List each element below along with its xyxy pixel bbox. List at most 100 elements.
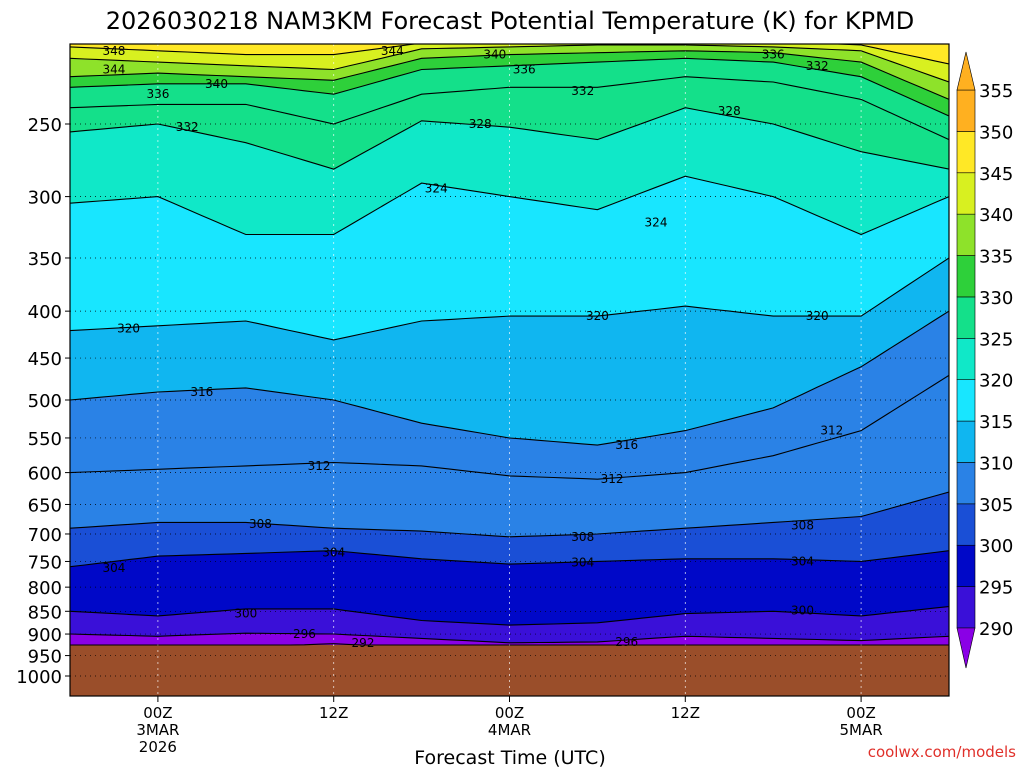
isentrope-300 xyxy=(70,606,949,626)
isentrope-304 xyxy=(70,550,949,568)
x-tick-label-0-0: 00Z xyxy=(143,704,172,722)
y-tick-label-550: 550 xyxy=(28,429,62,450)
colorbar-swatch-340 xyxy=(956,213,976,256)
x-tick-label-4-0: 00Z xyxy=(846,704,875,722)
x-axis-label: Forecast Time (UTC) xyxy=(414,747,605,768)
contour-label-9: 332 xyxy=(571,84,594,98)
grid-lines xyxy=(70,44,949,696)
isentrope-328 xyxy=(70,107,949,170)
contour-label-19: 316 xyxy=(615,438,638,452)
colorbar-swatch-325 xyxy=(956,338,976,380)
colorbar-label-335: 335 xyxy=(979,247,1013,268)
contour-label-34: 296 xyxy=(615,635,638,649)
y-tick-label-850: 850 xyxy=(28,602,62,623)
y-tick-label-600: 600 xyxy=(28,464,62,485)
theta-color-fill xyxy=(70,44,949,696)
x-tick-label-2-1: 4MAR xyxy=(488,721,531,739)
y-tick-label-500: 500 xyxy=(28,391,62,412)
contour-labels: 348 344 344 340 336 336 332 340 336 332 332 328 328 3… xyxy=(102,44,843,650)
isentrope-296 xyxy=(70,632,949,644)
colorbar-swatch-355 xyxy=(956,89,976,132)
x-tick-label-1-0: 12Z xyxy=(319,704,348,722)
y-tick-label-950: 950 xyxy=(28,647,62,668)
isentrope-324 xyxy=(70,175,949,236)
colorbar-label-340: 340 xyxy=(979,205,1013,226)
contour-label-15: 320 xyxy=(117,322,140,336)
contour-label-21: 312 xyxy=(308,459,331,473)
colorbar-label-320: 320 xyxy=(979,371,1013,392)
colorbar-label-325: 325 xyxy=(979,329,1013,350)
contour-label-29: 304 xyxy=(791,554,814,568)
contour-label-0: 348 xyxy=(102,44,125,58)
contour-label-22: 312 xyxy=(601,472,624,486)
contour-label-33: 292 xyxy=(352,636,375,650)
colorbar-swatch-330 xyxy=(956,296,976,339)
isentrope-292 xyxy=(70,643,949,646)
contour-label-3: 340 xyxy=(483,48,506,62)
contour-label-24: 308 xyxy=(571,530,594,544)
y-tick-label-1000: 1000 xyxy=(16,667,62,688)
x-tick-label-2-0: 00Z xyxy=(495,704,524,722)
colorbar-label-315: 315 xyxy=(979,412,1013,433)
contour-label-7: 340 xyxy=(205,77,228,91)
x-tick-label-0-2: 2026 xyxy=(139,738,177,756)
colorbar-label-345: 345 xyxy=(979,164,1013,185)
contour-label-11: 328 xyxy=(469,117,492,131)
source-credit: coolwx.com/models xyxy=(868,743,1016,761)
x-tick-label-4-1: 5MAR xyxy=(840,721,883,739)
y-tick-label-250: 250 xyxy=(28,115,62,136)
contour-label-18: 316 xyxy=(190,385,213,399)
isentrope-340 xyxy=(70,50,949,100)
colorbar-swatch-345 xyxy=(956,172,976,215)
colorbar-swatch-350 xyxy=(956,131,976,174)
contour-label-14: 324 xyxy=(645,215,668,229)
isentrope-316 xyxy=(70,310,949,446)
pressure-axis: 2503003504004505005506006507007508008509… xyxy=(16,115,70,688)
isentrope-312 xyxy=(70,374,949,480)
contour-label-5: 336 xyxy=(513,62,536,76)
contour-label-2: 344 xyxy=(381,44,404,58)
y-tick-label-450: 450 xyxy=(28,349,62,370)
colorbar-swatch-315 xyxy=(956,420,976,463)
contour-label-12: 328 xyxy=(718,104,741,118)
contour-label-28: 304 xyxy=(571,556,594,570)
contour-label-26: 304 xyxy=(322,545,345,559)
y-tick-label-900: 900 xyxy=(28,625,62,646)
terrain-below-surface xyxy=(70,644,949,696)
isentrope-344 xyxy=(70,44,949,83)
contour-label-17: 320 xyxy=(806,309,829,323)
colorbar-swatch-305 xyxy=(956,503,976,546)
colorbar-swatch-310 xyxy=(956,462,976,505)
contour-label-30: 300 xyxy=(234,607,257,621)
contour-label-13: 324 xyxy=(425,182,448,196)
colorbar-label-350: 350 xyxy=(979,122,1013,143)
y-tick-label-350: 350 xyxy=(28,249,62,270)
isentrope-332 xyxy=(70,76,949,141)
chart-title: 2026030218 NAM3KM Forecast Potential Tem… xyxy=(106,7,914,35)
colorbar-label-305: 305 xyxy=(979,495,1013,516)
isentrope-contours xyxy=(70,44,949,646)
contour-label-20: 312 xyxy=(820,424,843,438)
isentrope-336 xyxy=(70,57,949,117)
colorbar-swatch-320 xyxy=(956,379,976,422)
contour-label-10: 332 xyxy=(176,120,199,134)
contour-label-31: 300 xyxy=(791,603,814,617)
contour-label-4: 336 xyxy=(762,48,785,62)
y-tick-label-300: 300 xyxy=(28,188,62,209)
colorbar-label-355: 355 xyxy=(979,81,1013,102)
contour-label-16: 320 xyxy=(586,309,609,323)
colorbar: 290 295 300 305 310 315 320 325 330 335 340 345 350 3… xyxy=(956,51,1013,669)
y-tick-label-750: 750 xyxy=(28,552,62,573)
colorbar-swatch-335 xyxy=(956,255,976,298)
y-tick-label-800: 800 xyxy=(28,578,62,599)
colorbar-label-330: 330 xyxy=(979,288,1013,309)
colorbar-swatch-295 xyxy=(956,586,976,629)
contour-label-6: 332 xyxy=(806,59,829,73)
x-tick-label-3-0: 12Z xyxy=(671,704,700,722)
isentrope-308 xyxy=(70,491,949,538)
colorbar-top-arrow xyxy=(956,51,976,91)
colorbar-label-295: 295 xyxy=(979,578,1013,599)
contour-label-32: 296 xyxy=(293,627,316,641)
